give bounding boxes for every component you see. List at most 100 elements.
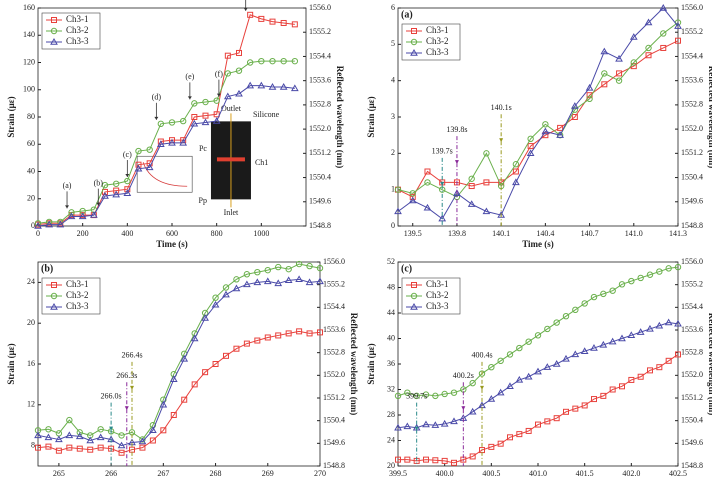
legend-label: Ch3-3 xyxy=(426,301,449,311)
marker xyxy=(51,17,57,23)
y2-tick-label: 1548.8 xyxy=(681,221,703,230)
y-tick-label: 44 xyxy=(387,308,395,317)
marker xyxy=(51,282,57,288)
marker xyxy=(202,98,209,106)
marker xyxy=(169,375,178,382)
marker xyxy=(224,70,232,77)
marker xyxy=(138,437,147,445)
y-axis-label: Strain (με) xyxy=(366,343,376,384)
x-tick-label: 270 xyxy=(314,469,326,478)
marker xyxy=(247,11,254,18)
marker xyxy=(409,190,416,197)
marker xyxy=(65,431,74,439)
y-tick-label: 20 xyxy=(387,461,395,470)
legend-label: Ch3-2 xyxy=(66,290,89,300)
marker xyxy=(655,321,664,329)
marker xyxy=(542,121,549,128)
annotation-arrowhead xyxy=(480,385,484,390)
marker xyxy=(615,54,623,62)
marker xyxy=(646,271,654,278)
marker xyxy=(44,433,53,441)
y2-tick-label: 1548.8 xyxy=(681,461,703,470)
marker xyxy=(112,180,120,187)
marker xyxy=(609,287,616,294)
series-line xyxy=(397,7,679,220)
marker xyxy=(156,140,165,147)
x-tick-label: 0 xyxy=(36,229,40,238)
marker xyxy=(609,386,616,393)
marker xyxy=(123,189,132,196)
marker xyxy=(591,396,597,403)
marker xyxy=(222,290,230,298)
x-tick-label: 265 xyxy=(53,469,65,478)
marker xyxy=(497,440,504,447)
marker xyxy=(553,415,560,422)
x-tick-label: 402.0 xyxy=(622,469,640,478)
marker xyxy=(636,328,645,335)
marker xyxy=(507,434,513,441)
y2-tick-label: 1548.8 xyxy=(309,221,331,230)
marker xyxy=(50,292,58,300)
y-tick-label: 28 xyxy=(387,410,395,419)
marker xyxy=(467,200,476,207)
y-tick-label: 5 xyxy=(391,39,395,48)
y2-tick-label: 1552.0 xyxy=(681,370,703,379)
y2-tick-label: 1555.2 xyxy=(681,279,703,288)
annotation-label: (a) xyxy=(63,181,72,190)
series-line xyxy=(37,85,295,227)
y2-tick-label: 1551.2 xyxy=(323,393,345,402)
marker xyxy=(409,193,416,200)
marker xyxy=(644,18,653,26)
marker xyxy=(317,329,323,336)
marker xyxy=(571,350,580,358)
marker xyxy=(50,302,58,310)
y-tick-label: 12 xyxy=(27,400,35,409)
x-tick-label: 200 xyxy=(77,229,89,238)
x-tick-label: 402.5 xyxy=(669,469,687,478)
y2-tick-label: 1552.8 xyxy=(323,347,345,356)
marker xyxy=(275,263,282,271)
x-tick-label: 141.0 xyxy=(625,229,643,238)
marker xyxy=(516,431,523,438)
marker xyxy=(656,268,663,275)
marker xyxy=(139,436,146,443)
marker xyxy=(675,37,681,44)
marker xyxy=(557,124,564,131)
y2-tick-label: 1552.0 xyxy=(681,124,703,133)
x-tick-label: 800 xyxy=(211,229,223,238)
marker xyxy=(525,427,532,434)
marker xyxy=(113,187,120,194)
marker xyxy=(146,146,153,153)
marker xyxy=(488,363,495,371)
marker xyxy=(135,161,142,168)
marker xyxy=(258,15,265,22)
marker xyxy=(269,18,276,25)
marker xyxy=(257,81,266,89)
y-tick-label: 4 xyxy=(391,75,395,84)
y2-tick-label: 1551.2 xyxy=(309,148,331,157)
marker xyxy=(264,266,271,274)
annotation-label: 266.3s xyxy=(116,371,137,380)
marker xyxy=(411,282,417,288)
x-tick-label: 400.0 xyxy=(436,469,454,478)
marker xyxy=(674,263,682,271)
annotation-arrowhead xyxy=(216,93,221,97)
y-tick-label: 32 xyxy=(387,384,395,393)
y-axis-label: Strain (με) xyxy=(6,343,16,384)
x-tick-label: 600 xyxy=(166,229,178,238)
legend-label: Ch3-1 xyxy=(66,279,89,289)
marker xyxy=(628,277,635,285)
marker xyxy=(487,395,496,402)
marker xyxy=(482,207,491,215)
marker xyxy=(306,330,313,337)
marker xyxy=(674,319,682,327)
y-tick-label: 2 xyxy=(391,148,395,157)
marker xyxy=(562,312,570,320)
marker xyxy=(254,337,261,344)
legend-label: Ch3-2 xyxy=(426,36,449,46)
y2-tick-label: 1549.6 xyxy=(309,197,331,206)
marker xyxy=(395,456,401,463)
y2-tick-label: 1552.0 xyxy=(323,370,345,379)
y2-tick-label: 1550.4 xyxy=(309,172,331,181)
marker xyxy=(263,277,272,285)
